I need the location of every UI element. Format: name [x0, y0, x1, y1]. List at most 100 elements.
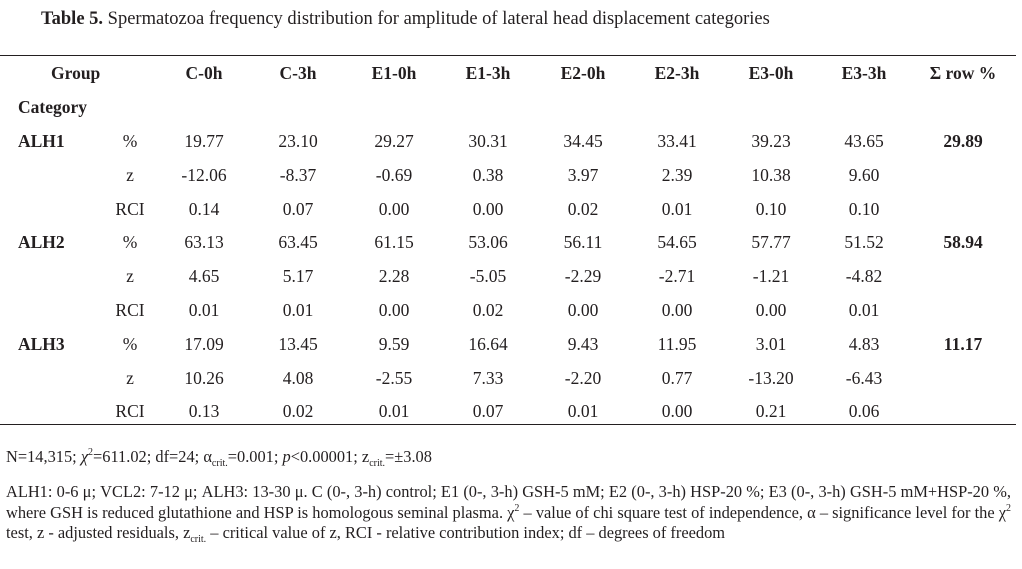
value-cell: 0.01: [378, 401, 410, 422]
value-cell: 4.65: [188, 266, 220, 287]
value-cell: 9.43: [567, 333, 599, 354]
value-cell: 13.45: [278, 333, 318, 354]
table-row: RCI 0.01 0.01 0.00 0.02 0.00 0.00 0.00 0.01: [0, 294, 1016, 328]
column-header: E1-3h: [465, 63, 511, 84]
value-cell: 0.00: [472, 198, 504, 219]
value-cell: 4.83: [848, 333, 880, 354]
note-text: =±3.08: [385, 447, 432, 466]
category-label: [0, 395, 100, 429]
value-cell: 0.14: [188, 198, 220, 219]
value-cell: -2.20: [564, 367, 602, 388]
row-sum-cell: [910, 158, 1016, 192]
category-label: [0, 192, 100, 226]
note-text: 2: [88, 447, 94, 458]
value-cell: 0.06: [848, 401, 880, 422]
note-text: test, z - adjusted residuals, z: [6, 523, 191, 542]
row-sum-cell: 58.94: [943, 232, 983, 253]
table-row: z 10.26 4.08 -2.55 7.33 -2.20 0.77 -13.20 -6.43: [0, 361, 1016, 395]
value-cell: 2.28: [378, 266, 410, 287]
value-cell: 29.27: [374, 130, 414, 151]
value-cell: 2.39: [661, 164, 693, 185]
table-row: RCI 0.14 0.07 0.00 0.00 0.02 0.01 0.10 0.10: [0, 192, 1016, 226]
row-sum-cell: [910, 294, 1016, 328]
row-sum-cell: 29.89: [943, 130, 983, 151]
value-cell: 54.65: [657, 232, 697, 253]
value-cell: 23.10: [278, 130, 318, 151]
table-body: ALH1% 19.77 23.10 29.27 30.31 34.45 33.41 39.23…: [0, 125, 1016, 429]
value-cell: 0.10: [848, 198, 880, 219]
value-cell: 3.97: [567, 164, 599, 185]
note-text: crit.: [211, 458, 228, 469]
caption-label: Table 5.: [41, 9, 104, 29]
value-cell: 43.65: [844, 130, 884, 151]
header-row: Group C-0h C-3h E1-0h E1-3h E2-0h E2-3h …: [0, 57, 1016, 91]
measure-label: RCI: [115, 299, 145, 320]
measure-label: z: [126, 266, 134, 287]
table-row: RCI 0.13 0.02 0.01 0.07 0.01 0.00 0.21 0.06: [0, 395, 1016, 429]
value-cell: 11.95: [657, 333, 697, 354]
row-sum-cell: 11.17: [943, 333, 983, 354]
stats-note: N=14,315; χ2=611.02; df=24; αcrit.=0.001…: [6, 447, 1011, 469]
value-cell: 9.60: [848, 164, 880, 185]
value-cell: 16.64: [468, 333, 508, 354]
measure-label: z: [126, 164, 134, 185]
value-cell: 4.08: [282, 367, 314, 388]
note-text: p: [282, 447, 291, 466]
value-cell: 0.77: [661, 367, 693, 388]
category-label: ALH1: [18, 130, 65, 151]
note-text: <0.00001; z: [290, 447, 370, 466]
measure-label: RCI: [115, 401, 145, 422]
value-cell: -6.43: [845, 367, 883, 388]
value-cell: -4.82: [845, 266, 883, 287]
value-cell: 63.45: [278, 232, 318, 253]
note-text: – value of chi square test of independen…: [519, 502, 1006, 522]
value-cell: 51.52: [844, 232, 884, 253]
column-header: C-3h: [279, 63, 317, 84]
value-cell: 0.01: [848, 299, 880, 320]
value-cell: -13.20: [748, 367, 794, 388]
value-cell: 5.17: [282, 266, 314, 287]
value-cell: 57.77: [751, 232, 791, 253]
row-sum-cell: [910, 361, 1016, 395]
value-cell: 0.01: [188, 299, 220, 320]
table-row: z -12.06 -8.37 -0.69 0.38 3.97 2.39 10.38 9.60: [0, 158, 1016, 192]
value-cell: 0.07: [282, 198, 314, 219]
legend-note: ALH1: 0-6 μ; VCL2: 7-12 μ; ALH3: 13-30 μ…: [6, 482, 1011, 545]
column-header: E2-0h: [560, 63, 606, 84]
row-sum-header: Σ row %: [929, 63, 997, 84]
value-cell: 63.13: [184, 232, 224, 253]
column-header: E3-3h: [841, 63, 887, 84]
category-label: [0, 158, 100, 192]
value-cell: -5.05: [469, 266, 507, 287]
value-cell: 0.00: [567, 299, 599, 320]
value-cell: -8.37: [279, 164, 317, 185]
value-cell: 10.38: [751, 164, 791, 185]
value-cell: 0.00: [378, 299, 410, 320]
table-row: ALH3% 17.09 13.45 9.59 16.64 9.43 11.95 3.01 4.8…: [0, 327, 1016, 361]
category-label: ALH2: [18, 232, 65, 253]
category-label: [0, 260, 100, 294]
column-header: E1-0h: [371, 63, 417, 84]
note-text: – critical value of z, RCI - relative co…: [206, 523, 726, 542]
category-header: Category: [18, 97, 88, 118]
value-cell: 0.13: [188, 401, 220, 422]
row-sum-cell: [910, 260, 1016, 294]
value-cell: 61.15: [374, 232, 414, 253]
value-cell: 7.33: [472, 367, 504, 388]
note-text: crit.: [369, 458, 386, 469]
row-sum-cell: [910, 395, 1016, 429]
value-cell: -12.06: [181, 164, 227, 185]
value-cell: 0.01: [282, 299, 314, 320]
value-cell: 3.01: [755, 333, 787, 354]
value-cell: 0.01: [661, 198, 693, 219]
value-cell: -1.21: [752, 266, 790, 287]
note-text: =611.02; df=24; α: [93, 447, 212, 466]
value-cell: -2.29: [564, 266, 602, 287]
top-rule: [0, 55, 1016, 56]
table-row: z 4.65 5.17 2.28 -5.05 -2.29 -2.71 -1.21 -4.82: [0, 260, 1016, 294]
measure-label: RCI: [115, 198, 145, 219]
value-cell: 39.23: [751, 130, 791, 151]
measure-label: z: [126, 367, 134, 388]
row-sum-cell: [910, 192, 1016, 226]
note-text: 2: [1006, 502, 1011, 514]
